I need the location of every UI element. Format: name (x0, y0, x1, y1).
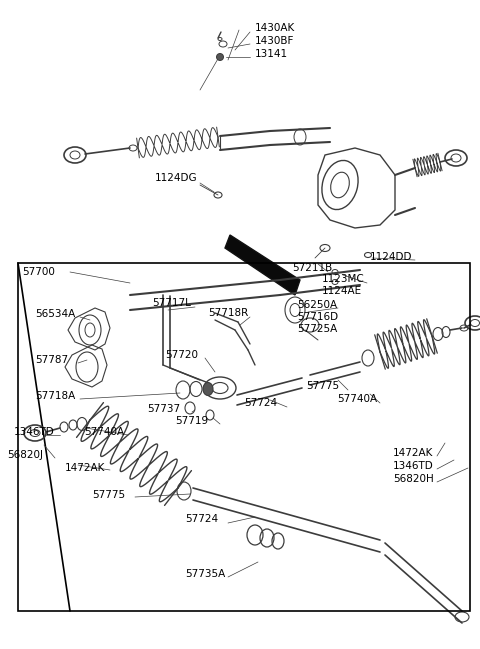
Text: 1124AE: 1124AE (322, 286, 362, 296)
Text: 57775: 57775 (306, 381, 339, 391)
Text: 1430BF: 1430BF (255, 36, 294, 46)
Text: 57725A: 57725A (297, 324, 337, 334)
Text: 57740A: 57740A (337, 394, 377, 404)
Text: 56820H: 56820H (393, 474, 434, 484)
Text: 56534A: 56534A (35, 309, 75, 319)
Text: 57787: 57787 (35, 355, 68, 365)
Text: 57740A: 57740A (84, 427, 124, 437)
Polygon shape (225, 235, 300, 295)
Text: 1124DG: 1124DG (155, 173, 198, 183)
Text: 56250A: 56250A (297, 300, 337, 310)
Text: 57737: 57737 (147, 404, 180, 414)
Ellipse shape (216, 53, 224, 60)
Text: 1472AK: 1472AK (393, 448, 433, 458)
Text: 1346TD: 1346TD (14, 427, 55, 437)
Text: 57724: 57724 (244, 398, 277, 408)
Text: 56820J: 56820J (7, 450, 43, 460)
Text: 57717L: 57717L (152, 298, 191, 308)
Text: 57718R: 57718R (208, 308, 248, 318)
Text: 57716D: 57716D (297, 312, 338, 322)
Text: 13141: 13141 (255, 49, 288, 59)
Text: 1472AK: 1472AK (65, 463, 106, 473)
Text: 57211B: 57211B (292, 263, 332, 273)
Text: 57700: 57700 (22, 267, 55, 277)
Text: 1430AK: 1430AK (255, 23, 295, 33)
Text: 1124DD: 1124DD (370, 252, 412, 262)
Text: 57720: 57720 (165, 350, 198, 360)
Text: 57724: 57724 (185, 514, 218, 524)
Text: 1346TD: 1346TD (393, 461, 434, 471)
Text: 57718A: 57718A (35, 391, 75, 401)
Text: 57719: 57719 (175, 416, 208, 426)
Bar (18, 263, 470, 611)
Text: 1123MC: 1123MC (322, 274, 365, 284)
Text: 57735A: 57735A (185, 569, 225, 579)
Ellipse shape (203, 382, 213, 395)
Text: 57775: 57775 (92, 490, 125, 500)
